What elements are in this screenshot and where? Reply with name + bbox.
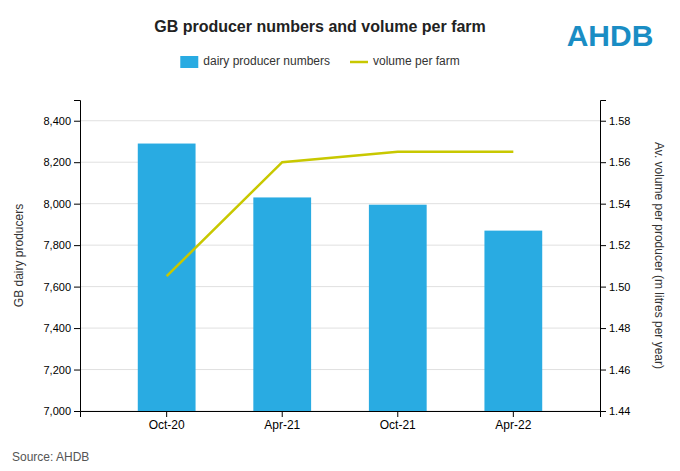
tick-label: 1.54 [609,198,630,210]
tick-label: Oct-21 [380,418,416,432]
axis-line [81,412,601,418]
tick-mark [74,121,80,122]
legend-item: volume per farm [350,54,460,68]
source: Source: AHDB [12,450,89,464]
line [167,152,514,276]
tick-label: 7,200 [43,364,71,376]
y2-tick: 1.50 [600,281,630,293]
tick-mark [166,411,167,417]
y-tick: 7,200 [43,364,80,376]
tick-label: 8,200 [43,156,71,168]
legend-label: dairy producer numbers [203,54,330,68]
y-tick: 7,000 [43,405,80,417]
tick-label: 1.56 [609,156,630,168]
grid-line [80,120,600,121]
tick-label: 1.46 [609,364,630,376]
x-tick: Apr-21 [264,411,300,432]
bar [369,205,427,411]
y2-tick: 1.58 [600,115,630,127]
tick-mark [397,411,398,417]
tick-mark [282,411,283,417]
title: GB producer numbers and volume per farm [154,18,486,35]
tick-mark [600,370,606,371]
tick-label: 8,400 [43,115,71,127]
tick-label: 7,600 [43,281,71,293]
y-tick: 7,800 [43,239,80,251]
y2-tick: 1.46 [600,364,630,376]
tick-label: 1.58 [609,115,630,127]
tick-label: 7,400 [43,322,71,334]
x-tick: Apr-22 [495,411,531,432]
x-axis: Oct-20 Apr-21 Oct-21 Apr-22 [81,411,601,432]
bar [253,197,311,411]
y2-tick: 1.54 [600,198,630,210]
tick-mark [74,328,80,329]
tick-label: Apr-22 [495,418,531,432]
tick-mark [600,411,606,412]
axis-line [74,101,81,412]
y-tick: 7,600 [43,281,80,293]
bars [138,144,542,411]
tick-mark [74,287,80,288]
tick-label: 1.52 [609,239,630,251]
bar [484,231,542,411]
marks [138,144,542,411]
grid [80,121,600,411]
tick-mark [74,245,80,246]
tick-mark [600,121,606,122]
tick-mark [600,162,606,163]
tick-mark [74,204,80,205]
tick-mark [74,411,80,412]
tick-mark [600,287,606,288]
tick-label: 1.50 [609,281,630,293]
legend-swatch [350,61,368,64]
tick-mark [513,411,514,417]
logo-text: AHDB [567,19,654,52]
y2-tick: 1.56 [600,156,630,168]
tick-mark [600,245,606,246]
tick-label: 8,000 [43,198,71,210]
y-tick: 8,000 [43,198,80,210]
x-tick: Oct-21 [380,411,416,432]
y-tick: 8,200 [43,156,80,168]
tick-mark [74,370,80,371]
y-tick: 7,400 [43,322,80,334]
tick-label: Apr-21 [264,418,300,432]
legend: dairy producer numbers volume per farm [180,54,459,68]
legend-swatch [180,56,198,68]
tick-label: 7,800 [43,239,71,251]
y-tick: 8,400 [43,115,80,127]
plot: Oct-20Apr-21Oct-21Apr-227,0007,2007,4007… [43,101,630,432]
tick-label: 7,000 [43,405,71,417]
y2-axis-title: Av. volume per producer (m litres per ye… [652,142,666,369]
tick-label: 1.48 [609,322,630,334]
tick-mark [600,204,606,205]
tick-label: Oct-20 [149,418,185,432]
y2-axis: 1.44 1.46 1.48 1.50 1.52 1.54 1.56 1.58 [600,101,630,418]
tick-label: 1.44 [609,405,630,417]
axis-line [601,101,607,412]
y-axis: 7,000 7,200 7,400 7,600 7,800 8,000 8,200 8,400 [43,101,80,418]
y2-tick: 1.44 [600,405,630,417]
y2-tick: 1.48 [600,322,630,334]
y-axis-title: GB dairy producers [12,204,26,307]
y2-tick: 1.52 [600,239,630,251]
bar [138,144,196,411]
tick-mark [74,162,80,163]
x-tick: Oct-20 [149,411,185,432]
legend-label: volume per farm [373,54,460,68]
chart: Oct-20Apr-21Oct-21Apr-227,0007,2007,4007… [0,0,680,471]
legend-item: dairy producer numbers [180,54,330,68]
tick-mark [600,328,606,329]
